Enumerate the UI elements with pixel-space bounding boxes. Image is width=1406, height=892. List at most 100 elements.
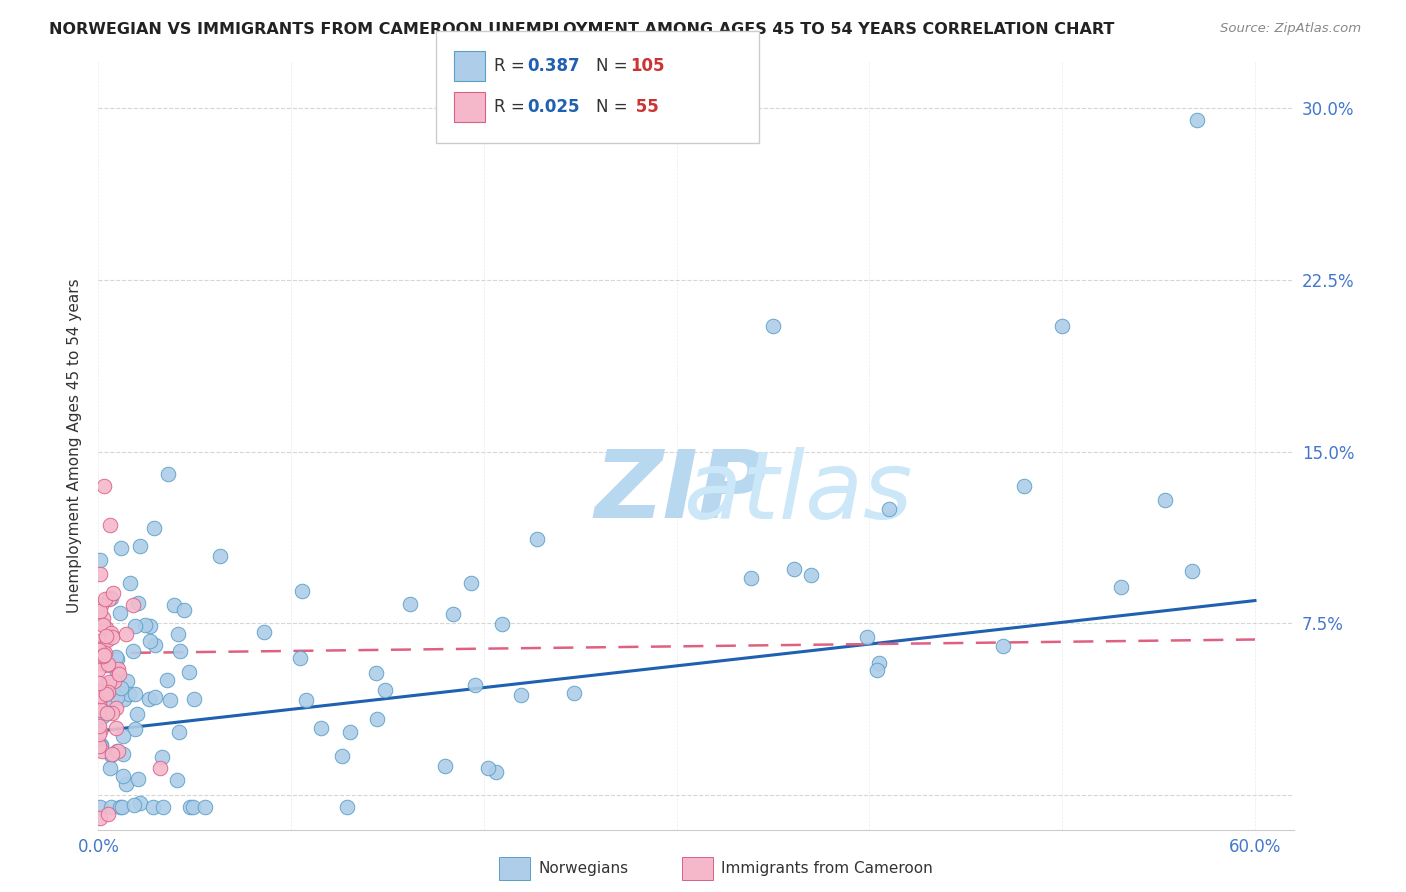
Point	[93, 479, 115, 493]
Point	[366, 712, 388, 726]
Point	[441, 607, 464, 622]
Point	[209, 549, 232, 564]
Point	[91, 611, 114, 625]
Point	[91, 639, 114, 653]
Text: 0.387: 0.387	[527, 57, 579, 75]
Point	[526, 532, 548, 546]
Point	[89, 799, 111, 814]
Point	[89, 641, 111, 656]
Point	[87, 664, 110, 678]
Point	[166, 773, 188, 788]
Point	[128, 796, 150, 810]
Point	[118, 687, 141, 701]
Point	[90, 739, 112, 753]
Point	[91, 744, 114, 758]
Point	[107, 652, 129, 666]
Point	[89, 553, 111, 567]
Point	[291, 583, 314, 598]
Point	[800, 567, 823, 582]
Point	[868, 656, 890, 670]
Point	[134, 618, 156, 632]
Point	[91, 709, 114, 723]
Point	[105, 649, 128, 664]
Point	[152, 750, 174, 764]
Point	[89, 688, 111, 702]
Text: N =: N =	[596, 98, 633, 116]
Point	[399, 597, 422, 611]
Point	[94, 687, 117, 701]
Point	[740, 571, 762, 585]
Point	[138, 691, 160, 706]
Point	[1050, 318, 1073, 333]
Point	[112, 729, 135, 743]
Point	[1012, 479, 1035, 493]
Point	[183, 692, 205, 706]
Text: atlas: atlas	[595, 447, 912, 538]
Point	[129, 539, 152, 553]
Point	[139, 634, 162, 648]
Point	[159, 692, 181, 706]
Point	[1185, 112, 1208, 127]
Point	[87, 739, 110, 754]
Point	[91, 649, 114, 664]
Point	[120, 575, 142, 590]
Point	[562, 686, 585, 700]
Point	[100, 799, 122, 814]
Point	[295, 693, 318, 707]
Text: Source: ZipAtlas.com: Source: ZipAtlas.com	[1220, 22, 1361, 36]
Point	[105, 666, 128, 681]
Point	[124, 687, 146, 701]
Point	[330, 748, 353, 763]
Point	[98, 761, 121, 775]
Point	[112, 747, 135, 761]
Text: 105: 105	[630, 57, 665, 75]
Text: N =: N =	[596, 57, 633, 75]
Point	[89, 811, 111, 825]
Point	[105, 690, 128, 705]
Point	[253, 624, 276, 639]
Point	[89, 604, 111, 618]
Point	[105, 744, 128, 758]
Point	[856, 630, 879, 644]
Point	[339, 724, 361, 739]
Point	[110, 541, 132, 556]
Point	[149, 761, 172, 775]
Point	[485, 764, 508, 779]
Point	[782, 562, 804, 576]
Point	[89, 634, 111, 648]
Point	[89, 690, 111, 704]
Point	[100, 747, 122, 762]
Point	[94, 646, 117, 660]
Point	[179, 799, 201, 814]
Point	[115, 777, 138, 791]
Point	[157, 467, 180, 482]
Point	[100, 748, 122, 763]
Point	[122, 598, 145, 612]
Point	[143, 638, 166, 652]
Point	[108, 606, 131, 620]
Point	[163, 598, 186, 612]
Point	[90, 703, 112, 717]
Point	[167, 725, 190, 739]
Text: ZIP: ZIP	[595, 446, 768, 538]
Point	[105, 721, 128, 735]
Y-axis label: Unemployment Among Ages 45 to 54 years: Unemployment Among Ages 45 to 54 years	[66, 278, 82, 614]
Point	[115, 673, 138, 688]
Point	[87, 675, 110, 690]
Point	[177, 665, 200, 680]
Point	[1109, 580, 1132, 594]
Point	[87, 690, 110, 705]
Point	[96, 621, 118, 635]
Point	[89, 656, 111, 670]
Point	[94, 687, 117, 701]
Point	[107, 744, 129, 758]
Point	[93, 677, 115, 691]
Point	[122, 797, 145, 812]
Point	[103, 673, 125, 688]
Point	[127, 596, 149, 610]
Point	[87, 719, 110, 733]
Point	[1154, 492, 1177, 507]
Point	[169, 643, 191, 657]
Point	[124, 722, 146, 736]
Point	[97, 657, 120, 672]
